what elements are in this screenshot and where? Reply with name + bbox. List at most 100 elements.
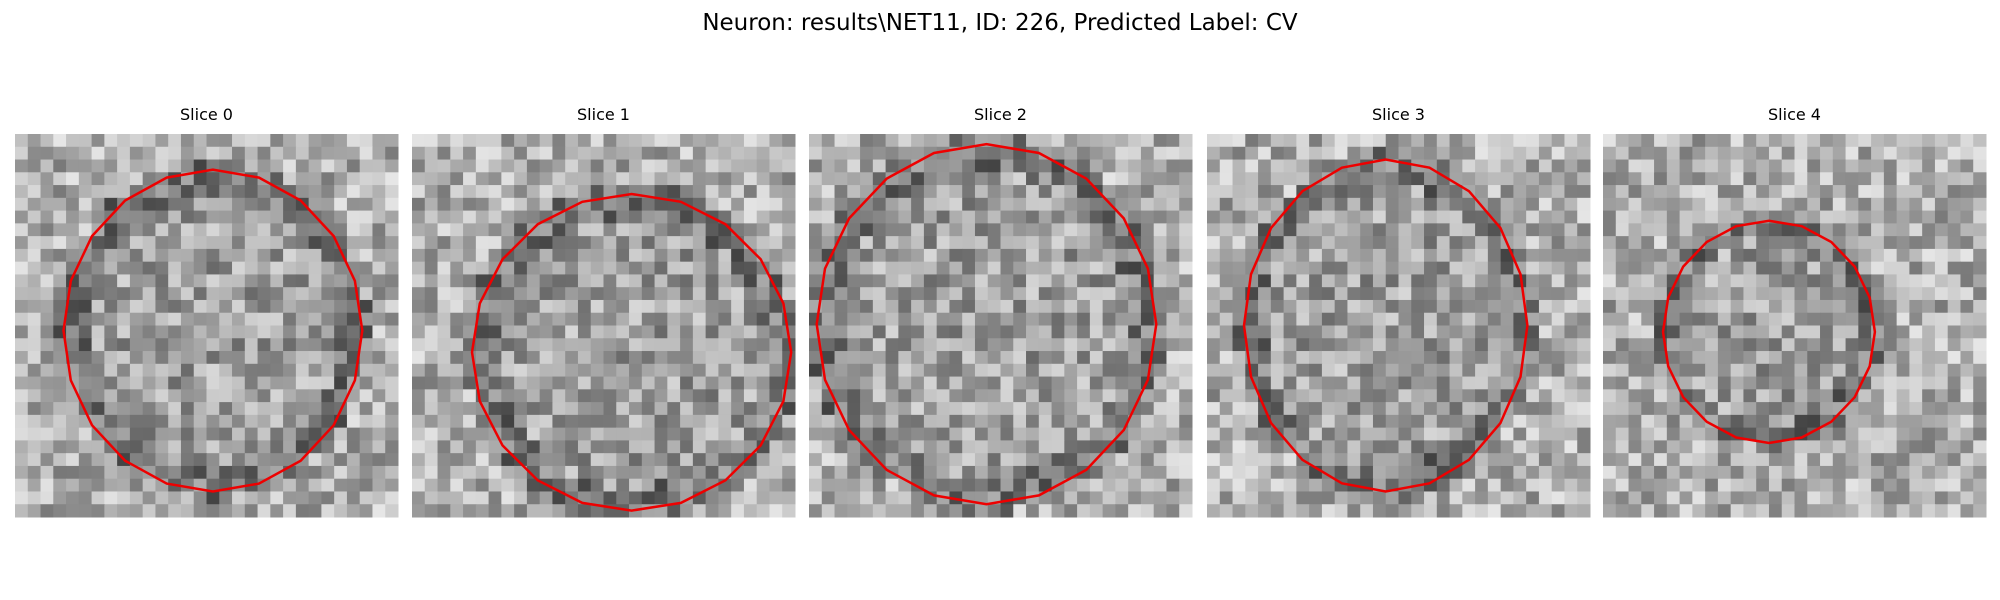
pixel <box>718 440 732 454</box>
pixel <box>974 185 989 199</box>
pixel <box>1551 414 1565 429</box>
pixel <box>1756 453 1770 467</box>
pixel <box>718 389 732 403</box>
pixel <box>1654 351 1668 365</box>
pixel <box>1449 363 1463 378</box>
pixel <box>1883 465 1898 480</box>
pixel <box>809 427 823 441</box>
pixel <box>1309 389 1323 403</box>
pixel <box>1768 389 1783 403</box>
pixel <box>680 427 694 441</box>
pixel <box>1909 223 1923 237</box>
panel: Slice 2 <box>809 105 1193 518</box>
pixel <box>603 389 617 403</box>
pixel <box>1296 478 1310 492</box>
pixel <box>1102 478 1116 492</box>
pixel <box>1934 172 1949 186</box>
pixel <box>577 325 592 339</box>
pixel <box>1526 261 1540 275</box>
pixel <box>1603 261 1617 275</box>
pixel <box>424 351 439 365</box>
pixel <box>1487 299 1502 314</box>
pixel <box>603 491 617 505</box>
pixel <box>1820 376 1834 390</box>
pixel <box>232 223 246 237</box>
pixel <box>552 312 566 326</box>
pixel <box>1513 325 1527 339</box>
pixel <box>1309 312 1323 326</box>
pixel <box>1051 223 1065 237</box>
pixel <box>1360 223 1374 237</box>
pixel <box>1832 478 1847 492</box>
pixel <box>1820 134 1834 148</box>
pixel <box>488 236 502 250</box>
pixel <box>1973 274 1987 288</box>
pixel <box>1807 465 1821 480</box>
pixel <box>577 299 592 314</box>
pixel <box>1973 261 1987 275</box>
pixel <box>616 299 630 314</box>
pixel <box>412 414 426 429</box>
pixel <box>257 440 271 454</box>
pixel <box>654 236 668 250</box>
pixel <box>1258 351 1272 365</box>
pixel <box>1309 402 1323 416</box>
pixel <box>1436 312 1451 326</box>
pixel <box>1922 363 1936 378</box>
pixel <box>821 427 836 441</box>
pixel <box>1077 325 1091 339</box>
pixel <box>206 453 220 467</box>
pixel <box>1628 248 1642 263</box>
pixel <box>346 504 361 518</box>
pixel <box>1424 338 1438 352</box>
pixel <box>1385 504 1399 518</box>
pixel <box>1628 478 1642 492</box>
pixel <box>539 261 553 275</box>
pixel <box>501 210 515 224</box>
pixel <box>1207 312 1221 326</box>
pixel <box>385 274 399 288</box>
pixel <box>1102 299 1116 314</box>
pixel <box>155 312 169 326</box>
pixel <box>1321 402 1336 416</box>
pixel <box>692 427 707 441</box>
pixel <box>1064 223 1078 237</box>
pixel <box>1219 210 1234 224</box>
pixel <box>1947 159 1961 173</box>
pixel <box>860 299 874 314</box>
pixel <box>1858 504 1872 518</box>
pixel <box>898 172 912 186</box>
pixel <box>1219 172 1234 186</box>
pixel <box>1207 172 1221 186</box>
pixel <box>308 134 322 148</box>
pixel <box>743 159 758 173</box>
pixel <box>1743 210 1757 224</box>
pixel <box>1705 287 1719 301</box>
pixel <box>1411 197 1425 212</box>
pixel <box>1013 287 1027 301</box>
pixel <box>1883 299 1898 314</box>
pixel <box>117 287 131 301</box>
pixel <box>27 325 42 339</box>
pixel <box>1794 504 1808 518</box>
pixel <box>1038 261 1053 275</box>
pixel <box>475 338 490 352</box>
pixel <box>809 325 823 339</box>
pixel <box>1207 478 1221 492</box>
pixel <box>1115 223 1129 237</box>
pixel <box>295 376 310 390</box>
pixel <box>809 172 823 186</box>
pixel <box>1153 465 1167 480</box>
pixel <box>1115 376 1129 390</box>
pixel <box>1026 185 1040 199</box>
pixel <box>1615 351 1630 365</box>
pixel <box>565 389 579 403</box>
pixel <box>718 363 732 378</box>
pixel <box>1807 287 1821 301</box>
pixel <box>1538 376 1553 390</box>
pixel <box>1679 363 1693 378</box>
pixel <box>1258 491 1272 505</box>
pixel <box>1166 261 1180 275</box>
pixel <box>692 414 707 429</box>
pixel <box>1128 491 1142 505</box>
